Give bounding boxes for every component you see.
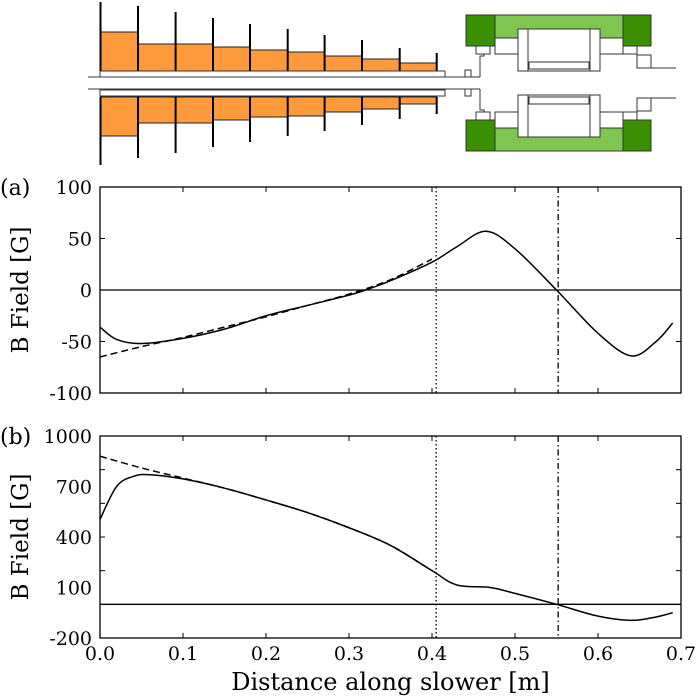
yoke-dark-left [465,14,496,47]
panel-label: (a) [0,176,30,201]
y-axis-label: B Field [G] [8,474,34,601]
coil-bottom [100,96,139,137]
series-dashed [99,455,433,572]
y-tick-label: 50 [68,229,92,251]
flange-step [464,48,491,118]
coil-top [175,43,214,72]
zeeman-slower-diagram [88,2,676,165]
plot-frame [99,186,682,394]
plot-frame [99,435,682,639]
x-tick-label: 0.0 [85,643,115,665]
yoke-dark-left [465,119,496,152]
x-tick-label: 0.2 [251,643,281,665]
y-tick-label: 700 [56,477,92,499]
small-block-left [475,45,491,55]
x-tick-label: 0.4 [417,643,447,665]
series-solid [99,473,673,622]
x-tick-label: 0.1 [168,643,198,665]
y-tick-label: 400 [56,527,92,549]
mot-magnet [465,94,676,152]
coil-top [137,43,177,72]
mot-magnet [465,14,676,72]
small-block-right [622,45,638,55]
coil-bottom [287,96,326,117]
coil-bottom [249,96,289,118]
x-axis-label: Distance along slower [m] [231,668,550,696]
small-block-right2 [636,97,652,112]
y-tick-label: 0 [80,280,92,302]
coil-bottom [324,96,363,113]
coil-top [399,62,438,72]
small-block-right [622,111,638,121]
coil-bottom [175,96,214,124]
series-solid [99,230,674,357]
yoke-dark-right [622,119,652,152]
tube-top [99,70,446,78]
coil-top [249,49,289,72]
y-tick-label: 100 [56,177,92,199]
y-tick-label: 1000 [44,426,92,448]
chart-panel-a: 100 50 0 -50 -100 (a) B Field [G] [0,176,682,405]
coil-top [212,46,251,72]
y-axis-label: B Field [G] [8,227,34,354]
coil-bottom [399,96,438,105]
y-tick-label: -50 [61,332,92,354]
coil-top [287,51,326,72]
inner-plate [528,96,590,105]
coil-bottom [137,96,177,124]
x-tick-label: 0.7 [666,643,696,665]
coil-top [100,31,139,72]
y-tick-label: -200 [49,628,92,650]
coil-bottom [361,96,401,110]
yoke-dark-right [622,14,652,47]
series-dashed [99,258,433,358]
y-tick-label: -100 [49,383,92,405]
x-tick-label: 0.6 [583,643,613,665]
tube-bottom [99,89,446,97]
coil-top [361,58,401,72]
small-block-left [475,111,491,121]
panel-label: (b) [0,425,31,450]
coil-top [324,55,363,72]
inner-plate [528,61,590,70]
x-tick-label: 0.5 [500,643,530,665]
x-tick-label: 0.3 [334,643,364,665]
coil-bottom [212,96,251,121]
y-tick-label: 100 [56,578,92,600]
small-block-right2 [636,54,652,69]
